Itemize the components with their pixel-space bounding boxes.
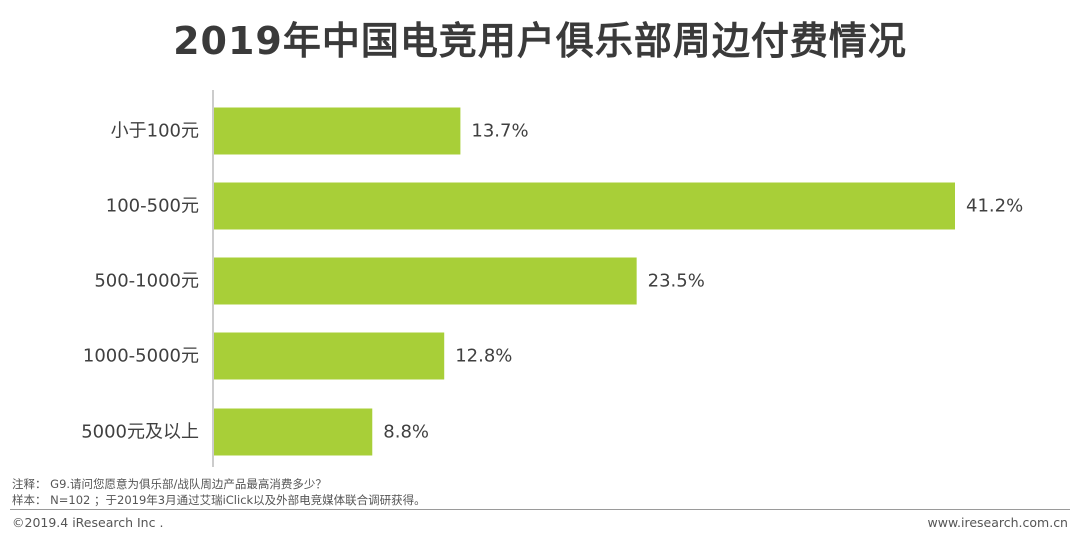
chart-title: 2019年中国电竞用户俱乐部周边付费情况 [173, 19, 907, 63]
category-label: 5000元及以上 [81, 422, 199, 443]
value-label: 41.2% [966, 196, 1023, 217]
note-sample: 样本： N=102 ；于2019年3月通过艾瑞iClick以及外部电竞媒体联合调… [12, 493, 426, 507]
bar [214, 257, 637, 305]
category-label: 500-1000元 [94, 271, 199, 292]
value-label: 8.8% [383, 422, 429, 443]
category-label: 100-500元 [106, 196, 199, 217]
copyright-text: ©2019.4 iResearch Inc . [12, 515, 164, 530]
category-label: 1000-5000元 [83, 346, 199, 367]
chart-notes: 注释： G9.请问您愿意为俱乐部/战队周边产品最高消费多少？ 样本： N=102… [12, 476, 426, 508]
website-text: www.iresearch.com.cn [927, 515, 1069, 530]
bar [214, 182, 955, 230]
value-label: 23.5% [648, 271, 705, 292]
category-label: 小于100元 [111, 121, 199, 142]
footer-divider [10, 509, 1070, 510]
note-question: 注释： G9.请问您愿意为俱乐部/战队周边产品最高消费多少？ [12, 477, 327, 491]
bar [214, 107, 461, 155]
bar [214, 332, 445, 380]
bar-chart: 小于100元 13.7% 100-500元 41.2% 500-1000元 23.5% 10… [81, 90, 1023, 467]
bar [214, 408, 373, 456]
value-label: 13.7% [471, 121, 528, 142]
value-label: 12.8% [455, 346, 512, 367]
